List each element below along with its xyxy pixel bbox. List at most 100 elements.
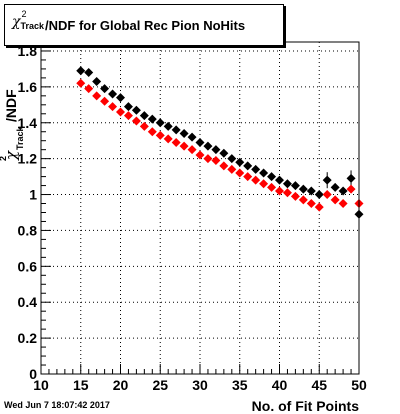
data-point	[290, 191, 300, 201]
data-point	[259, 168, 269, 178]
y-tick-label: 1.4	[18, 115, 38, 131]
data-point	[211, 145, 221, 155]
data-point	[227, 164, 237, 174]
y-tick-label: 0	[29, 366, 37, 382]
data-point	[108, 89, 118, 99]
chart-title-text: /NDF for Global Rec Pion NoHits	[45, 17, 246, 33]
x-tick-label: 40	[272, 377, 288, 393]
data-point	[131, 105, 141, 115]
data-point	[76, 78, 86, 88]
axis-ticks: 10 15 20 25 30 35 40 45 50 0 0.2 0.4 0.6 0.8 1 1.2 1.4 1.…	[18, 43, 367, 393]
data-point	[92, 91, 102, 101]
x-tick-label: 10	[33, 377, 49, 393]
data-point	[282, 188, 292, 198]
svg-text:χ: χ	[2, 150, 20, 161]
data-point	[203, 154, 213, 164]
data-point	[147, 114, 157, 124]
data-point	[346, 184, 356, 194]
data-point	[163, 134, 173, 144]
data-point	[306, 186, 316, 196]
data-point	[314, 190, 324, 200]
data-point	[100, 96, 110, 106]
y-tick-label: 0.8	[18, 222, 38, 238]
data-point	[322, 190, 332, 200]
data-point	[243, 172, 253, 182]
data-point	[139, 121, 149, 131]
x-tick-label: 35	[232, 377, 248, 393]
data-point	[298, 184, 308, 194]
data-point	[155, 118, 165, 128]
y-axis-label: χ 2 Track /NDF	[0, 89, 25, 161]
data-point	[123, 111, 133, 121]
data-point	[219, 161, 229, 171]
data-point	[179, 129, 189, 139]
data-point	[203, 141, 213, 151]
data-point	[298, 195, 308, 205]
x-tick-label: 20	[113, 377, 129, 393]
data-point	[179, 141, 189, 151]
x-tick-label: 15	[73, 377, 89, 393]
data-point	[84, 84, 94, 94]
data-point	[338, 199, 348, 209]
data-point	[235, 157, 245, 167]
y-tick-label: 0.6	[18, 258, 38, 274]
x-tick-label: 45	[311, 377, 327, 393]
data-point	[195, 150, 205, 160]
data-point	[314, 202, 324, 212]
data-point	[275, 186, 284, 196]
data-point	[116, 93, 125, 103]
data-point	[84, 68, 94, 78]
data-point	[235, 168, 245, 178]
data-point	[243, 161, 253, 171]
footer-timestamp: Wed Jun 7 18:07:42 2017	[4, 400, 110, 410]
data-point	[123, 102, 133, 112]
chi-subscript: Track	[20, 20, 45, 31]
svg-text:2: 2	[0, 156, 8, 161]
data-point	[282, 179, 292, 189]
data-point	[171, 125, 181, 135]
data-point	[92, 76, 102, 86]
data-point	[227, 154, 237, 164]
data-point	[211, 155, 221, 165]
chart-title: χ 2 Track /NDF for Global Rec Pion NoHit…	[4, 4, 284, 46]
x-axis-label: No. of Fit Points	[252, 398, 360, 414]
data-points	[76, 66, 364, 219]
data-point	[195, 137, 205, 147]
data-point	[338, 186, 348, 196]
data-point	[155, 130, 165, 140]
data-point	[267, 182, 277, 192]
y-tick-label: 1.2	[18, 151, 38, 167]
x-tick-label: 50	[351, 377, 367, 393]
y-tick-label: 1.8	[18, 43, 38, 59]
data-point	[346, 173, 356, 183]
data-point	[131, 116, 141, 126]
x-tick-label: 30	[192, 377, 208, 393]
y-tick-label: 1	[29, 187, 37, 203]
data-point	[290, 181, 300, 191]
svg-text:/NDF: /NDF	[3, 89, 19, 122]
y-tick-label: 0.4	[18, 294, 38, 310]
data-point	[187, 145, 197, 155]
data-point	[171, 137, 181, 147]
data-point	[163, 121, 173, 131]
y-tick-label: 1.6	[18, 79, 38, 95]
chi-symbol: χ 2 Track	[12, 8, 45, 31]
data-point	[306, 199, 316, 209]
y-tick-label: 0.2	[18, 330, 38, 346]
data-point	[330, 195, 340, 205]
data-point	[76, 66, 86, 76]
data-point	[267, 172, 277, 182]
data-point	[187, 132, 197, 142]
chi-superscript: 2	[21, 8, 27, 19]
svg-text:Track: Track	[15, 125, 25, 150]
data-point	[219, 148, 229, 158]
data-point	[275, 175, 284, 185]
data-point	[251, 175, 261, 185]
grid-lines	[41, 42, 359, 374]
data-point	[108, 102, 118, 112]
data-point	[330, 182, 340, 192]
data-point	[322, 175, 332, 185]
data-point	[147, 127, 157, 137]
x-tick-label: 25	[152, 377, 168, 393]
